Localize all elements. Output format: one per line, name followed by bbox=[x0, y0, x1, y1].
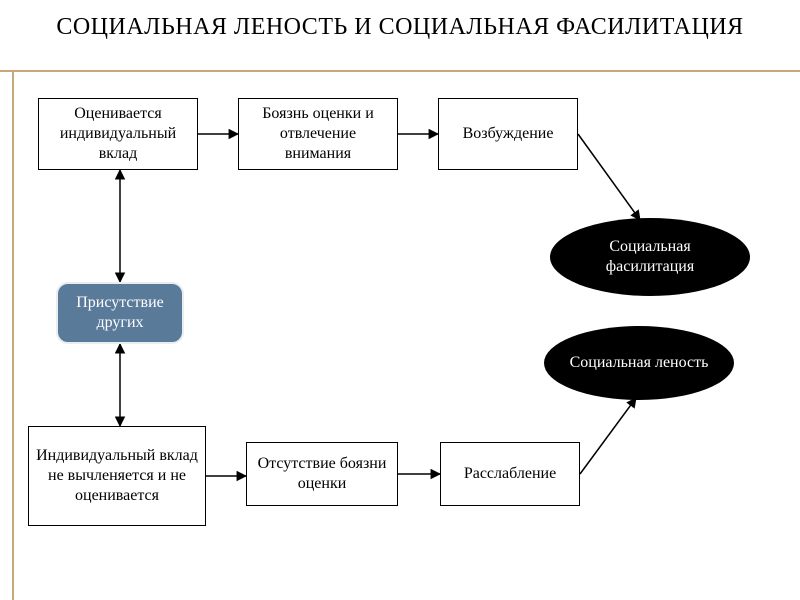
node-social-loafing: Социальная леность bbox=[544, 326, 734, 400]
node-label: Возбуждение bbox=[463, 124, 554, 144]
node-label: Социальная леность bbox=[570, 353, 709, 373]
node-label: Боязнь оценки и отвлечение внимания bbox=[245, 104, 391, 164]
node-label: Расслабление bbox=[464, 464, 556, 484]
node-contribution-not-evaluated: Индивидуальный вклад не вычленяется и не… bbox=[28, 426, 206, 526]
node-arousal: Возбуждение bbox=[438, 98, 578, 170]
node-social-facilitation: Социальная фасилитация bbox=[550, 218, 750, 296]
node-label: Социальная фасилитация bbox=[564, 237, 736, 277]
frame-line-top bbox=[0, 70, 800, 72]
diagram-canvas: Оценивается индивидуальный вклад Боязнь … bbox=[0, 70, 800, 600]
edge-n7-n9 bbox=[580, 398, 636, 474]
edge-n3-n8 bbox=[578, 134, 640, 220]
node-no-fear: Отсутствие боязни оценки bbox=[246, 442, 398, 506]
node-label: Оценивается индивидуальный вклад bbox=[45, 104, 191, 164]
node-presence-others: Присутствие других bbox=[56, 282, 184, 344]
node-label: Индивидуальный вклад не вычленяется и не… bbox=[35, 446, 199, 506]
node-fear-evaluation: Боязнь оценки и отвлечение внимания bbox=[238, 98, 398, 170]
node-label: Отсутствие боязни оценки bbox=[253, 454, 391, 494]
node-individual-evaluated: Оценивается индивидуальный вклад bbox=[38, 98, 198, 170]
node-label: Присутствие других bbox=[68, 293, 172, 333]
page-title: СОЦИАЛЬНАЯ ЛЕНОСТЬ И СОЦИАЛЬНАЯ ФАСИЛИТА… bbox=[0, 0, 800, 49]
node-relaxation: Расслабление bbox=[440, 442, 580, 506]
frame-line-left bbox=[12, 70, 14, 600]
